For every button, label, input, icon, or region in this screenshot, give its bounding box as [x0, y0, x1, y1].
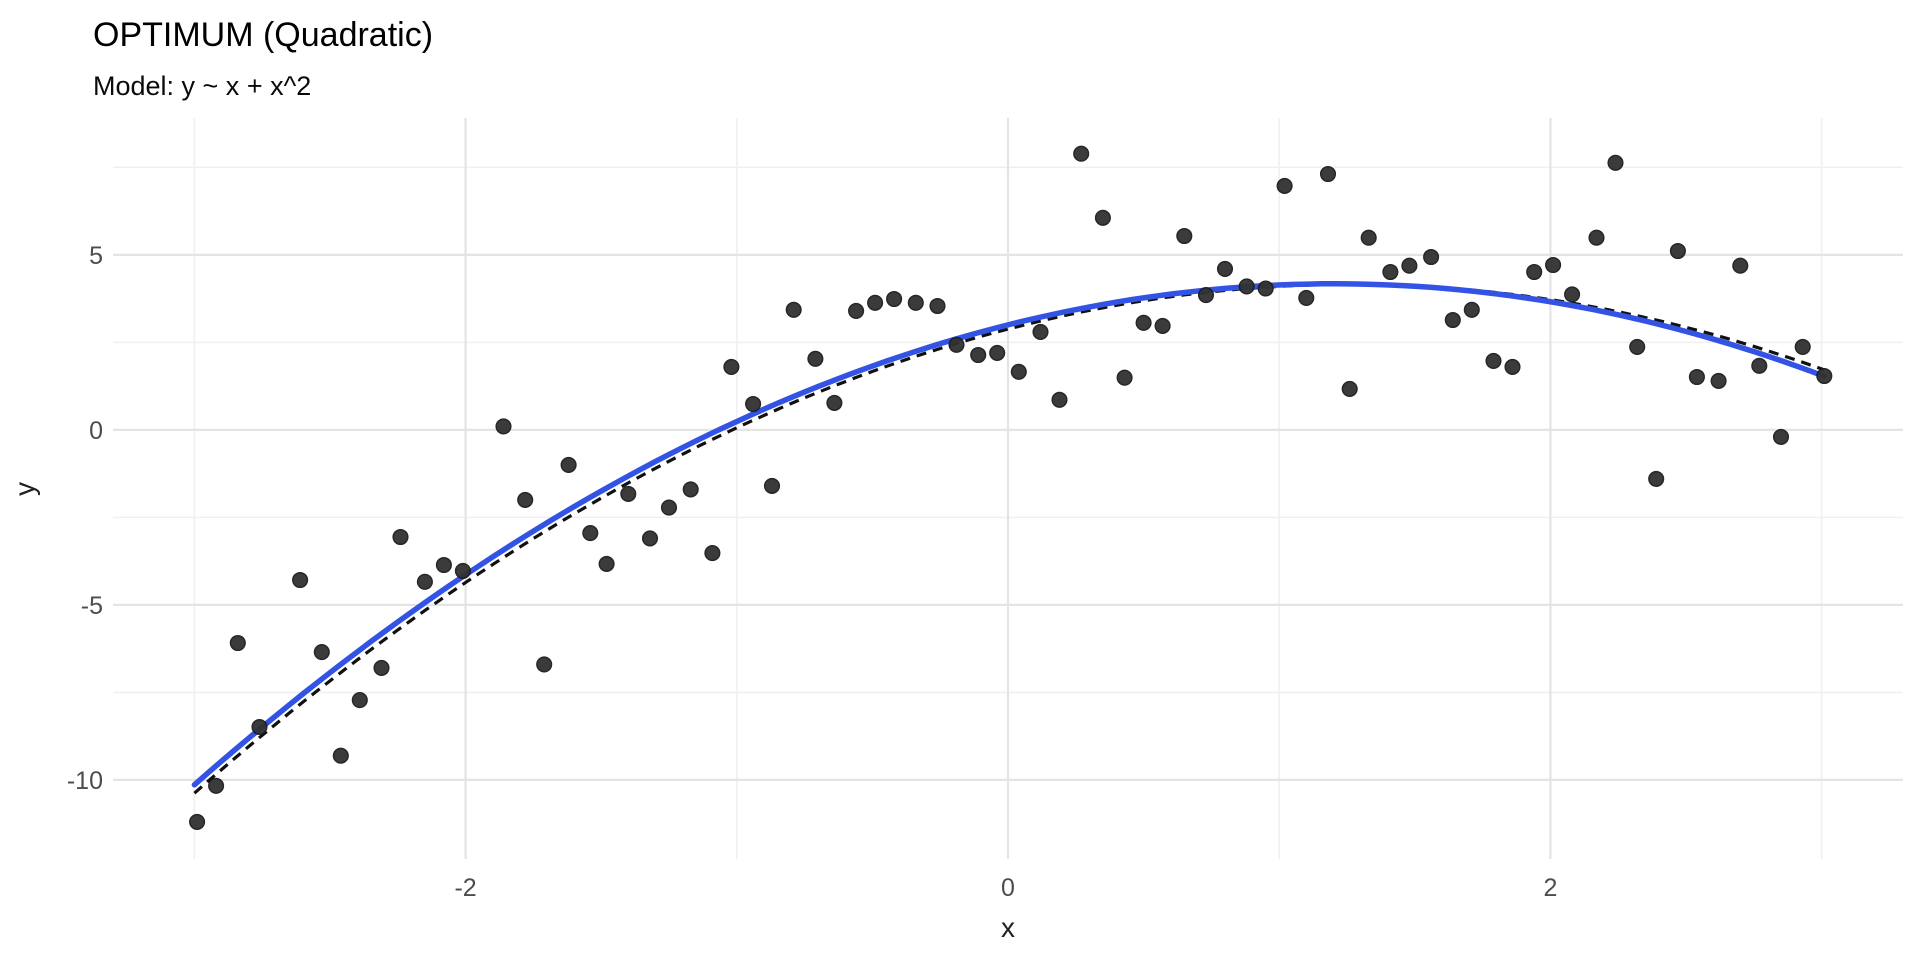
scatter-point: [1588, 229, 1605, 246]
scatter-point: [1257, 280, 1274, 297]
scatter-point: [373, 659, 390, 676]
scatter-point: [826, 394, 843, 411]
y-tick-label: -5: [81, 592, 103, 620]
scatter-point: [970, 346, 987, 364]
scatter-point: [454, 562, 471, 579]
scatter-point: [1216, 260, 1234, 277]
y-tick-label: 5: [89, 242, 103, 270]
x-tick-label: -2: [454, 874, 476, 902]
scatter-point: [1032, 323, 1049, 340]
scatter-point: [208, 777, 225, 794]
scatter-point: [495, 418, 512, 435]
scatter-point: [1545, 256, 1562, 274]
axis-tick-labels: 5 0 -5 -10 -2 0 2: [67, 242, 1558, 902]
scatter-point: [1772, 428, 1790, 445]
scatter-point: [1382, 263, 1399, 281]
gridlines-layer: [113, 118, 1903, 859]
scatter-point: [560, 456, 577, 473]
scatter-point: [1816, 367, 1833, 385]
scatter-point: [1732, 257, 1749, 274]
scatter-point: [660, 499, 678, 516]
scatter-point: [1298, 289, 1315, 306]
scatter-point: [1504, 358, 1521, 375]
scatter-point: [723, 358, 740, 375]
scatter-point: [907, 294, 924, 311]
scatter-point: [989, 344, 1006, 361]
scatter-point: [1341, 380, 1358, 397]
scatter-point: [251, 718, 268, 736]
true-function-line: [193, 282, 1825, 795]
x-tick-label: 2: [1543, 874, 1557, 902]
scatter-point: [1116, 369, 1133, 386]
scatter-point: [929, 297, 946, 315]
scatter-point: [1176, 227, 1193, 245]
scatter-point: [1319, 165, 1337, 183]
scatter-point: [1688, 368, 1705, 386]
scatter-point: [332, 747, 349, 764]
scatter-points-layer: [189, 145, 1833, 830]
scatter-point: [351, 692, 368, 709]
x-axis-title: x: [1001, 912, 1015, 943]
scatter-point: [948, 336, 965, 353]
scatter-point: [1648, 470, 1665, 487]
scatter-point: [1526, 263, 1543, 281]
quadratic-fit-curve: [191, 281, 1828, 788]
y-axis-title: y: [9, 482, 40, 496]
scatter-point: [1629, 338, 1646, 355]
plot-subtitle: Model: y ~ x + x^2: [93, 71, 311, 101]
scatter-point: [1010, 363, 1027, 380]
scatter-point: [1463, 301, 1480, 318]
scatter-point: [292, 571, 309, 589]
scatter-point: [229, 634, 246, 652]
scatter-point: [1094, 209, 1111, 226]
scatter-point: [1485, 352, 1502, 369]
scatter-point: [1751, 357, 1768, 374]
scatter-point: [392, 528, 409, 546]
scatter-point: [1444, 311, 1461, 329]
scatter-point: [189, 813, 206, 830]
scatter-point: [1276, 177, 1293, 194]
scatter-point: [313, 644, 330, 661]
scatter-point: [1401, 257, 1418, 274]
scatter-point: [1360, 229, 1377, 246]
scatter-point: [1051, 391, 1068, 408]
scatter-point: [848, 302, 865, 319]
true-function-curve: [193, 282, 1825, 795]
quadratic-fit-line: [191, 281, 1828, 788]
scatter-point: [1794, 338, 1811, 355]
scatter-point: [517, 491, 534, 508]
scatter-point: [763, 477, 781, 494]
scatter-point: [1197, 287, 1215, 304]
scatter-point: [807, 350, 824, 367]
scatter-point: [682, 481, 699, 498]
scatter-point: [598, 555, 615, 572]
scatter-point: [704, 545, 721, 562]
scatter-point: [1135, 314, 1152, 331]
scatter-point: [1564, 286, 1581, 303]
y-tick-label: 0: [89, 417, 103, 445]
scatter-point: [1154, 317, 1171, 334]
scatter-point: [1423, 248, 1440, 266]
scatter-point: [536, 656, 553, 673]
scatter-point: [867, 294, 884, 311]
y-tick-label: -10: [67, 767, 103, 795]
scatter-point: [1669, 242, 1686, 260]
scatter-point: [1238, 278, 1255, 295]
scatter-point: [1710, 372, 1727, 389]
scatter-point: [620, 485, 637, 502]
scatter-point: [416, 573, 433, 590]
scatter-point: [745, 395, 762, 413]
scatter-point: [785, 301, 802, 318]
scatter-point: [886, 290, 903, 308]
plot-title: OPTIMUM (Quadratic): [93, 16, 433, 54]
scatter-point: [1073, 145, 1090, 162]
scatter-point: [582, 525, 599, 542]
scatter-point: [1607, 154, 1624, 171]
scatter-point: [435, 556, 452, 574]
scatter-point: [641, 530, 659, 547]
x-tick-label: 0: [1001, 874, 1015, 902]
